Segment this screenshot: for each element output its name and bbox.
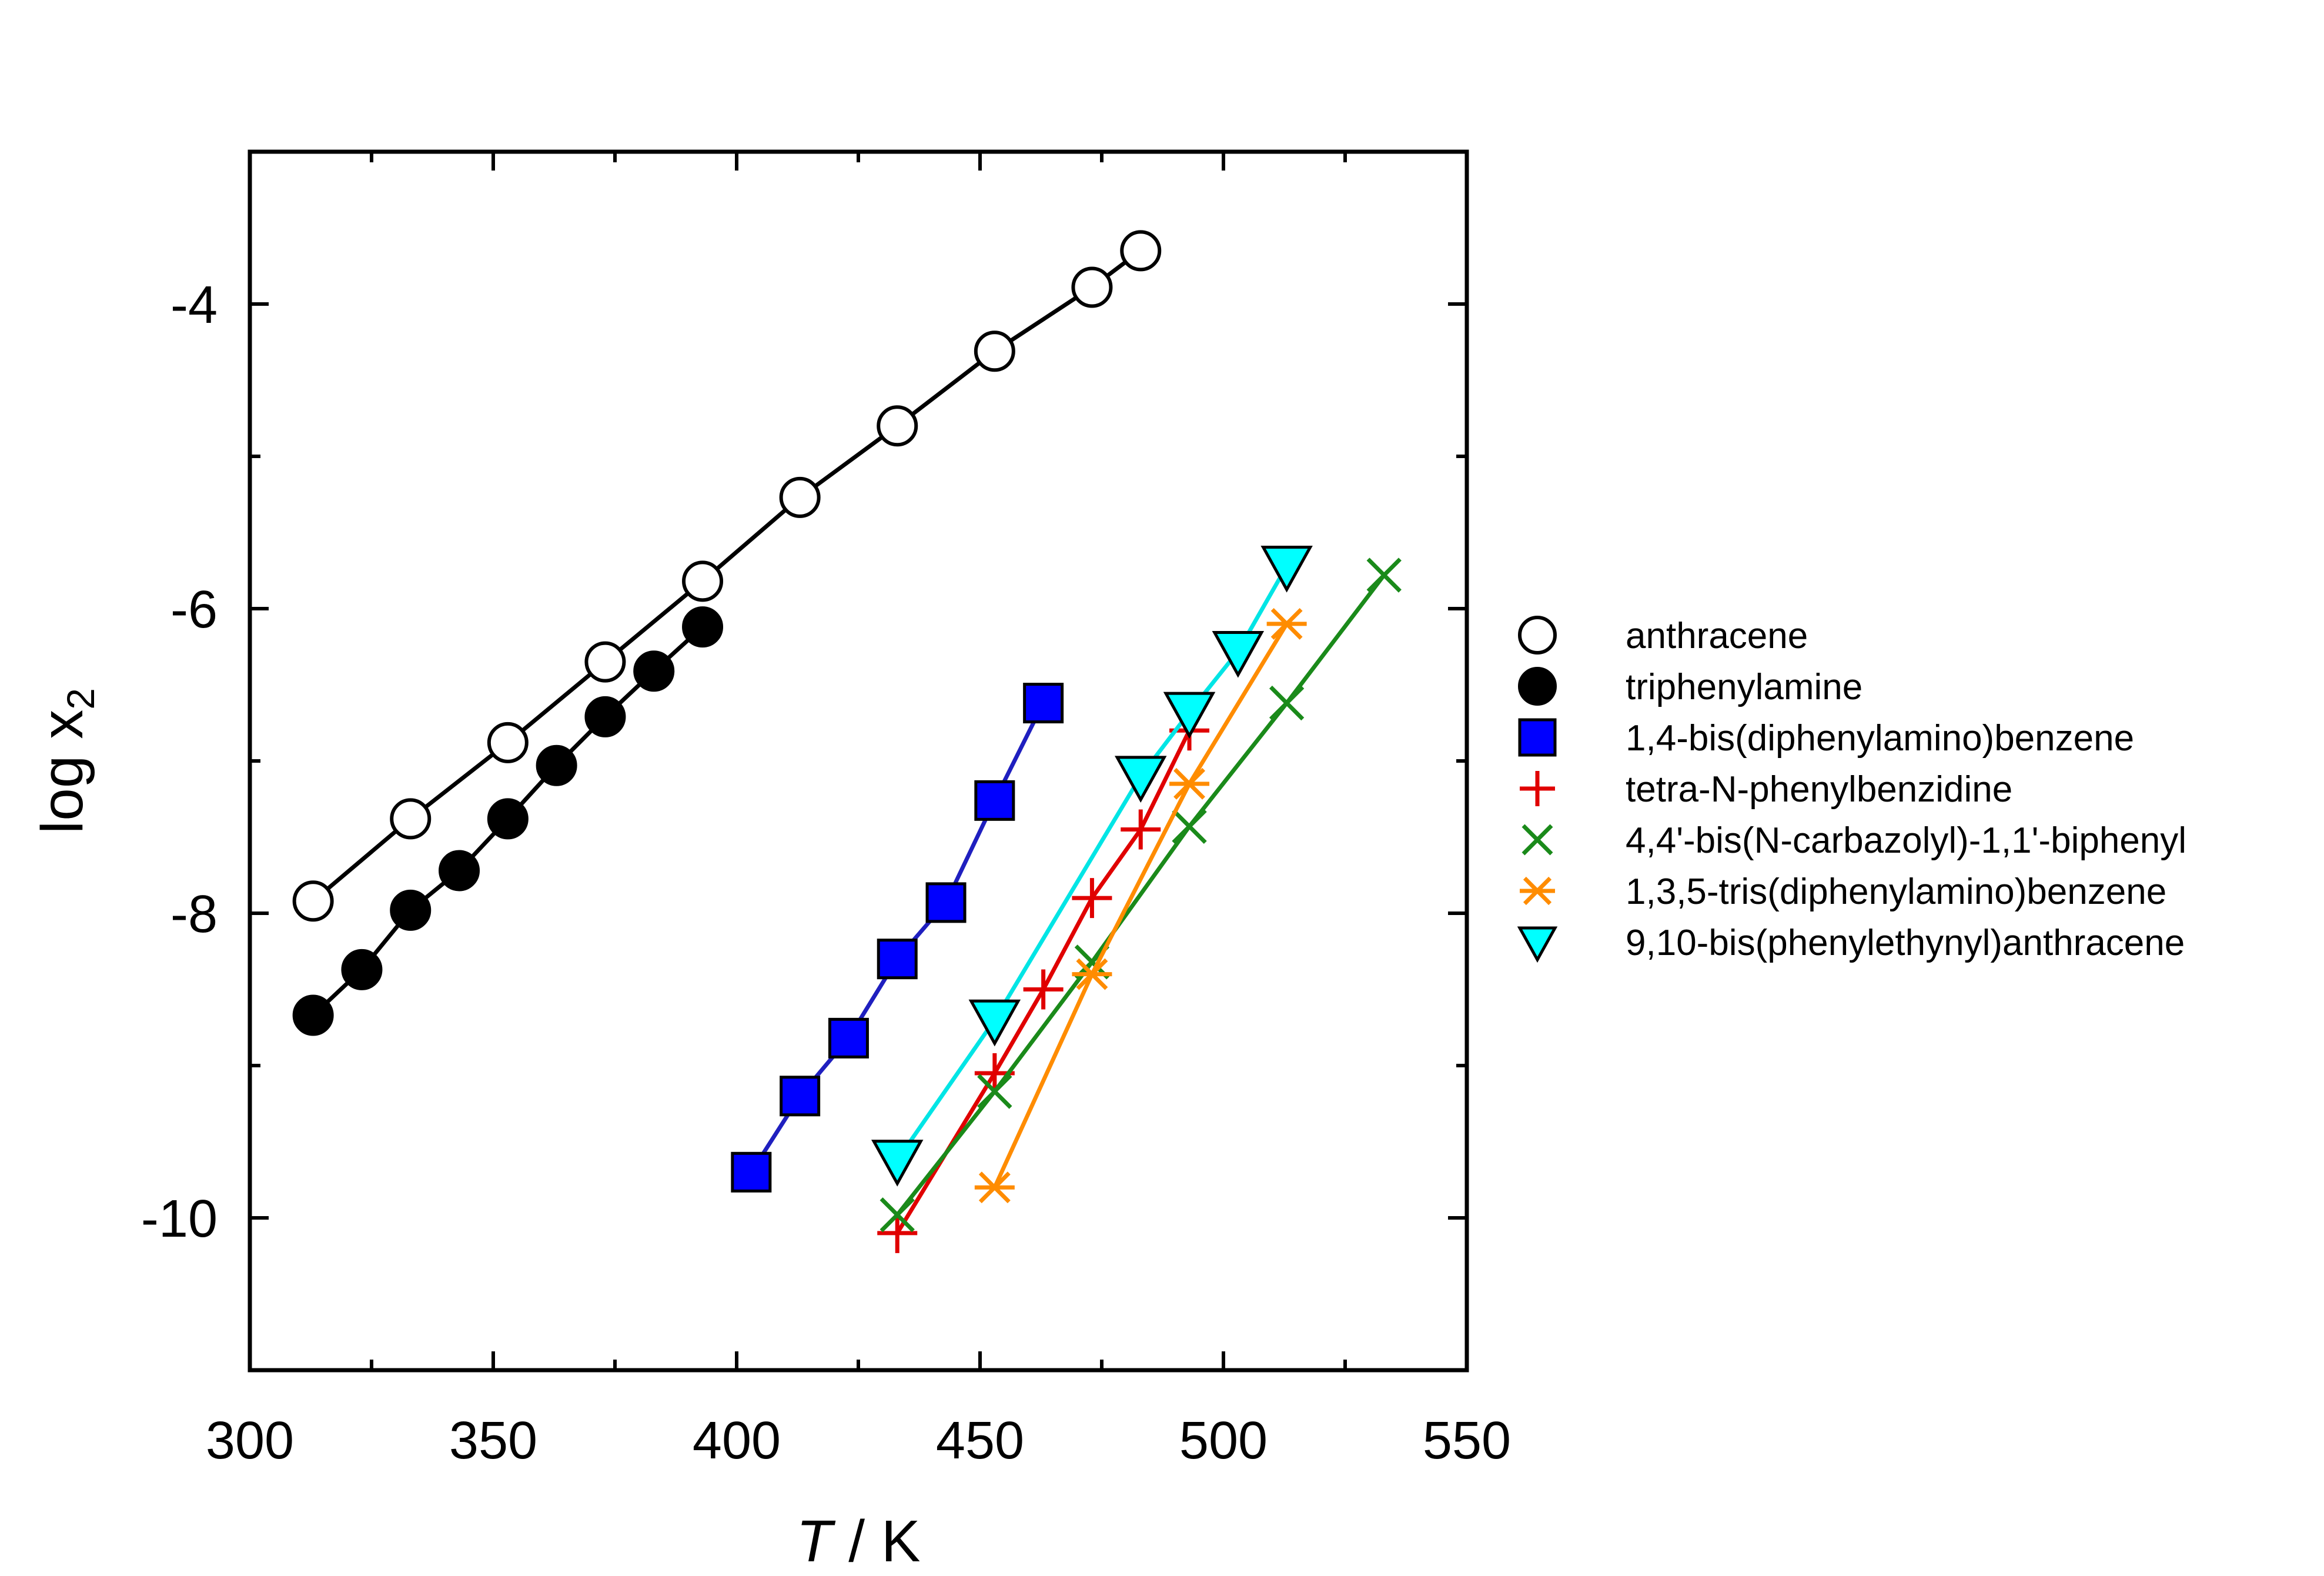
data-point <box>1260 545 1313 593</box>
series-1 <box>292 606 724 1036</box>
data-point <box>633 650 675 692</box>
x-tick-label: 450 <box>936 1411 1024 1470</box>
data-point <box>341 949 383 990</box>
y-tick-label: -6 <box>170 580 218 639</box>
data-point <box>828 1017 869 1059</box>
data-point <box>584 641 626 683</box>
data-point <box>487 722 529 763</box>
x-axis-title: T / K <box>796 1508 920 1574</box>
data-point <box>871 1140 924 1187</box>
legend-marker <box>1517 926 1558 963</box>
x-tick-label: 400 <box>693 1411 781 1470</box>
data-point <box>731 1151 772 1193</box>
data-point <box>292 880 334 922</box>
data-point <box>1120 230 1162 272</box>
y-axis-base: log x <box>29 710 95 834</box>
x-axis-unit: / K <box>832 1508 921 1574</box>
legend-marker <box>1520 876 1555 906</box>
legend-label: 1,3,5-tris(diphenylamino)benzene <box>1626 872 2166 912</box>
data-point <box>1023 969 1064 1010</box>
data-point <box>780 1076 821 1117</box>
x-tick-label: 300 <box>206 1411 294 1470</box>
data-point <box>1121 809 1161 850</box>
legend-marker <box>1518 616 1557 655</box>
data-point <box>682 606 724 648</box>
data-point <box>292 994 334 1036</box>
data-point <box>1023 683 1064 724</box>
legend-item: 4,4'-bis(N-carbazolyl)-1,1'-biphenyl <box>1522 820 2186 861</box>
legend-item: 1,4-bis(diphenylamino)benzene <box>1518 718 2134 759</box>
data-point <box>536 744 577 786</box>
legend-item: anthracene <box>1518 616 1808 656</box>
series-0 <box>292 230 1162 922</box>
legend-label: 4,4'-bis(N-carbazolyl)-1,1'-biphenyl <box>1626 820 2186 861</box>
x-tick-label: 550 <box>1423 1411 1511 1470</box>
y-tick-label: -10 <box>141 1190 218 1248</box>
data-point <box>1114 756 1167 803</box>
legend-label: 1,4-bis(diphenylamino)benzene <box>1626 718 2134 759</box>
plot-marks <box>292 230 1402 1253</box>
legend-marker <box>1522 824 1553 856</box>
data-point <box>584 696 626 737</box>
series-3 <box>877 710 1210 1253</box>
x-tick-label: 350 <box>449 1411 537 1470</box>
data-point <box>974 1171 1015 1204</box>
data-point <box>1269 685 1305 721</box>
series-4 <box>880 557 1402 1233</box>
data-point <box>1169 767 1210 800</box>
legend-label: 9,10-bis(phenylethynyl)anthracene <box>1626 923 2185 963</box>
series-line <box>895 729 1192 1234</box>
legend: anthracene triphenylamine 1,4-bis(diphenyl… <box>1517 616 2186 963</box>
data-point <box>487 798 529 840</box>
data-point <box>1212 631 1265 678</box>
data-point <box>977 1074 1012 1109</box>
legend-item: triphenylamine <box>1518 667 1862 707</box>
y-tick-label: -4 <box>170 276 218 335</box>
y-tick-label: -8 <box>170 885 218 944</box>
data-point <box>968 999 1021 1047</box>
data-point <box>439 850 480 891</box>
series-6 <box>871 545 1313 1187</box>
y-axis-title: log x2 <box>29 688 102 834</box>
y-axis-subscript: 2 <box>59 688 102 710</box>
data-point <box>1072 958 1112 990</box>
legend-label: tetra-N-phenylbenzidine <box>1626 769 2012 810</box>
legend-label: anthracene <box>1626 616 1808 656</box>
data-point <box>880 1197 915 1233</box>
axes: 300 350 400 450 500 550 -10 -8 -6 -4 <box>141 149 1511 1470</box>
series-line <box>895 573 1386 1216</box>
data-point <box>974 780 1015 821</box>
data-point <box>877 405 918 447</box>
data-point <box>1172 809 1207 844</box>
data-point <box>877 1213 918 1253</box>
series-5 <box>974 607 1307 1204</box>
data-point <box>682 560 724 602</box>
legend-item: 1,3,5-tris(diphenylamino)benzene <box>1520 872 2166 912</box>
data-point <box>779 476 821 518</box>
data-point <box>925 882 967 923</box>
data-point <box>390 889 432 931</box>
legend-marker <box>1518 667 1557 706</box>
series-2 <box>731 683 1064 1193</box>
legend-label: triphenylamine <box>1626 667 1862 707</box>
data-point <box>974 330 1015 372</box>
x-tick-label: 500 <box>1179 1411 1268 1470</box>
data-point <box>1071 266 1113 308</box>
legend-item: 9,10-bis(phenylethynyl)anthracene <box>1517 923 2185 963</box>
legend-marker <box>1518 718 1557 757</box>
data-point <box>877 939 918 980</box>
legend-marker <box>1520 771 1555 806</box>
data-point <box>1163 692 1216 739</box>
series-line <box>992 623 1289 1188</box>
data-point <box>1366 557 1402 593</box>
plot-frame <box>248 149 1469 1373</box>
data-point <box>1266 607 1307 640</box>
data-point <box>1072 878 1112 919</box>
legend-item: tetra-N-phenylbenzidine <box>1520 769 2012 810</box>
series-line <box>312 249 1142 903</box>
data-point <box>390 798 432 840</box>
x-axis-variable: T <box>796 1508 835 1574</box>
